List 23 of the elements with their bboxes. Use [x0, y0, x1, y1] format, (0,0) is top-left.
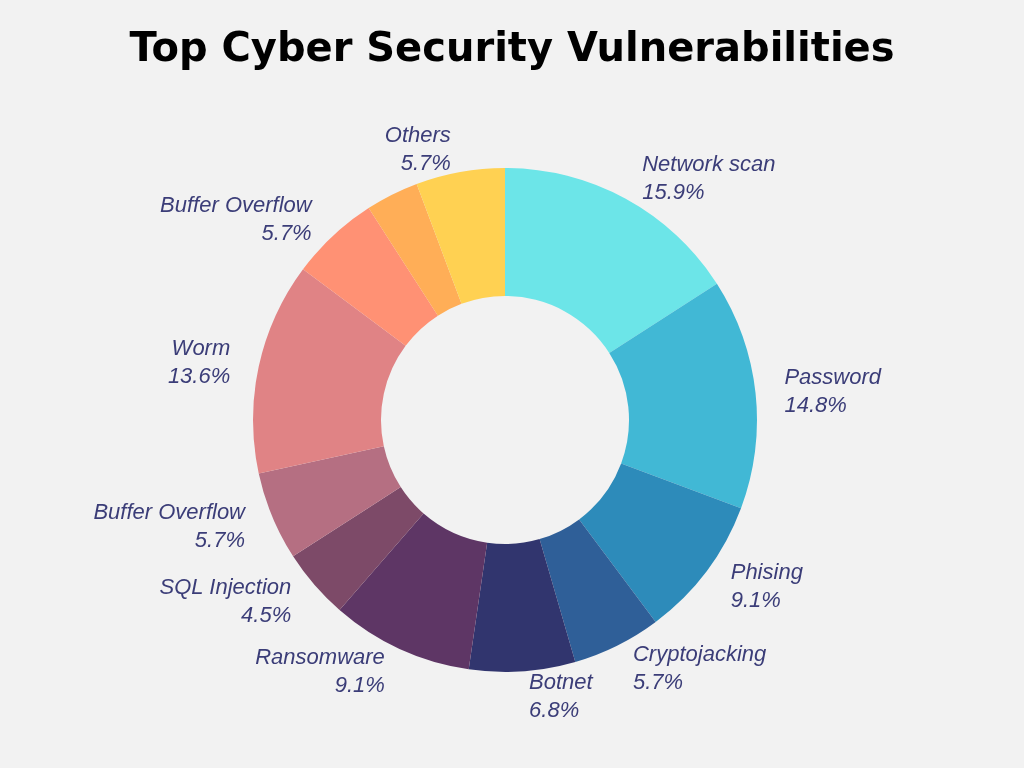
- slice-label: Others: [384, 121, 451, 147]
- slice-label: Ransomware: [255, 644, 385, 670]
- data-label: 9.1%: [730, 587, 781, 613]
- data-label: 4.5%: [241, 602, 292, 628]
- data-label: 5.7%: [194, 527, 246, 553]
- slice-label: Password: [784, 364, 882, 390]
- slice-label: Buffer Overflow: [160, 191, 314, 217]
- data-label: 5.7%: [261, 219, 312, 245]
- slice-label: Worm: [171, 334, 231, 360]
- data-label: 9.1%: [334, 672, 385, 698]
- slice-label: Botnet: [529, 668, 594, 694]
- slice-label: SQL Injection: [159, 574, 292, 600]
- slice-label: Network scan: [642, 151, 776, 177]
- data-label: 15.9%: [642, 179, 705, 205]
- data-label: 5.7%: [400, 149, 451, 175]
- data-label: 5.7%: [632, 668, 684, 694]
- slice-label: Phising: [730, 559, 804, 585]
- data-label: 14.8%: [784, 392, 847, 418]
- chart-title: Top Cyber Security Vulnerabilities: [129, 24, 895, 70]
- slice-label: Cryptojacking: [632, 640, 768, 666]
- slice-label: Buffer Overflow: [93, 499, 248, 525]
- data-label: 13.6%: [167, 362, 231, 388]
- data-label: 6.8%: [529, 696, 580, 722]
